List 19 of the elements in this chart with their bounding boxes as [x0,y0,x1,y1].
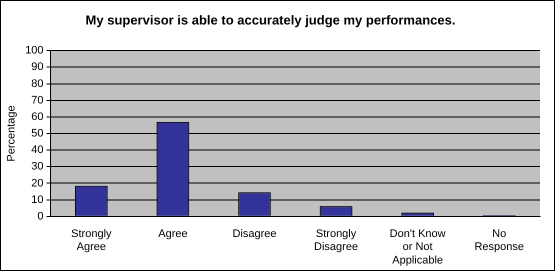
y-tick-label: 80 [31,78,44,90]
y-tick-label: 40 [31,144,44,156]
y-tick-label: 50 [31,128,44,140]
chart-title: My supervisor is able to accurately judge my performances. [86,12,456,28]
x-tick-label: Strongly Disagree [314,228,358,254]
y-tick-label: 10 [31,194,44,206]
y-tick-label: 100 [25,44,44,57]
y-tick-label: 0 [37,210,44,222]
x-tick-label: Strongly Agree [71,228,112,254]
y-tick-label: 20 [31,177,44,190]
x-tick-label: Don't Know or Not Applicable [390,228,446,266]
x-tick-label: Disagree [232,228,277,240]
y-axis-title: Percentage [6,105,18,162]
y-tick-label: 70 [31,94,44,106]
x-tick-label: Agree [158,228,188,240]
y-tick-label: 90 [31,61,44,74]
y-tick-label: 60 [31,110,44,123]
y-tick-label: 30 [31,160,44,173]
x-tick-label: No Response [474,228,524,254]
